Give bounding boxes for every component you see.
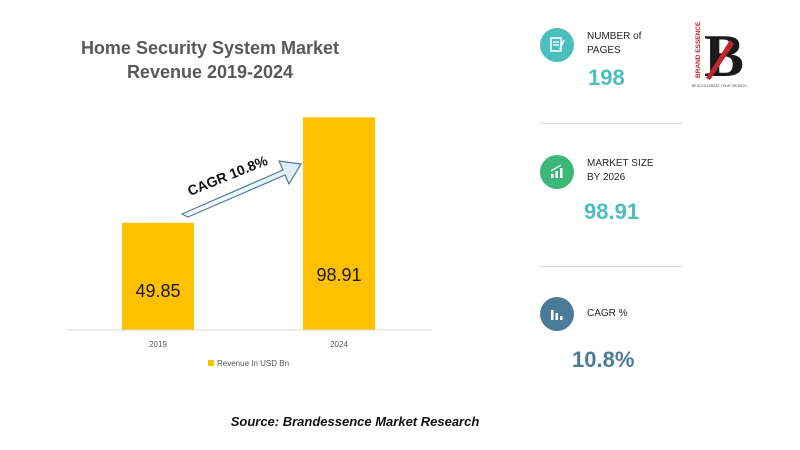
stat-market-size-label-line-2: BY 2026 [587, 172, 626, 183]
stat-pages-label: NUMBER of PAGES [587, 30, 697, 58]
x-tick-label-2024: 2024 [330, 340, 348, 349]
legend: Revenue In USD Bn [208, 359, 289, 368]
stat-cagr: CAGR % 10.8% [540, 297, 700, 372]
stat-cagr-value: 10.8% [572, 347, 635, 372]
stat-pages-label-line-2: PAGES [587, 45, 621, 56]
stat-pages-value: 198 [588, 65, 625, 90]
stat-market-size: MARKET SIZE BY 2026 98.91 [540, 155, 700, 225]
chart-title-line-1: Home Security System Market [80, 38, 340, 58]
divider [540, 123, 682, 124]
logo-tagline: BE ACCELERATE YOUR GROWTH [692, 84, 747, 88]
chart-title: Home Security System Market Revenue 2019… [60, 36, 360, 84]
bar-decline-icon [540, 297, 574, 331]
logo-red-slash [706, 40, 734, 80]
divider [540, 266, 682, 267]
cagr-arrow-shape [180, 160, 302, 218]
legend-label: Revenue In USD Bn [217, 359, 289, 368]
x-tick-label-2019: 2019 [149, 340, 167, 349]
data-label-2024: 98.91 [316, 265, 361, 285]
data-label-2019: 49.85 [135, 281, 180, 301]
logo-vertical-text: BRAND ESSENCE [695, 21, 702, 78]
chart-title-line-2: Revenue 2019-2024 [126, 62, 294, 82]
report-icon [540, 28, 574, 62]
cagr-label: CAGR 10.8% [185, 152, 270, 199]
growth-chart-icon [540, 155, 574, 189]
stat-market-size-label-line-1: MARKET SIZE [587, 158, 654, 169]
stat-cagr-label: CAGR % [587, 307, 697, 321]
legend-swatch [208, 360, 214, 366]
stat-pages: NUMBER of PAGES 198 [540, 28, 700, 98]
stat-market-size-label: MARKET SIZE BY 2026 [587, 157, 697, 185]
bar-2024 [303, 117, 375, 330]
brand-logo: BRAND ESSENCE B BE ACCELERATE YOUR GROWT… [690, 18, 756, 90]
stat-cagr-label-line-1: CAGR % [587, 308, 628, 319]
stat-market-size-value: 98.91 [584, 199, 640, 224]
cagr-arrow: CAGR 10.8% [180, 152, 302, 218]
stat-pages-label-line-1: NUMBER of [587, 31, 642, 42]
bar-2019 [122, 222, 194, 330]
source-note: Source: Brandessence Market Research [230, 414, 480, 429]
